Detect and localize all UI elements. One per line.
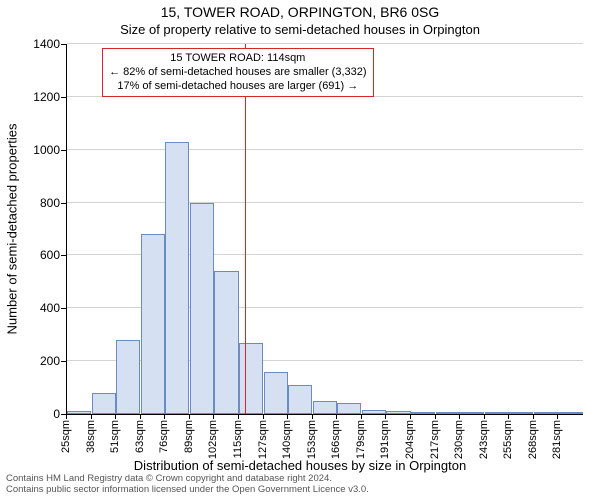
histogram-bar (214, 271, 238, 414)
histogram-bar (436, 412, 460, 414)
x-tick-label: 127sqm (257, 420, 269, 459)
x-tick-label: 230sqm (453, 420, 465, 459)
marker-line (245, 44, 246, 414)
x-tick-label: 115sqm (232, 420, 244, 458)
x-tick-mark (312, 414, 313, 419)
callout-line: ← 82% of semi-detached houses are smalle… (109, 66, 366, 80)
x-tick-label: 166sqm (330, 420, 342, 459)
gridline (67, 202, 583, 203)
gridline (67, 149, 583, 150)
chart-canvas: 15, TOWER ROAD, ORPINGTON, BR6 0SG Size … (0, 0, 600, 500)
marker-callout: 15 TOWER ROAD: 114sqm← 82% of semi-detac… (102, 48, 373, 97)
x-tick-label: 204sqm (404, 420, 416, 459)
x-tick-label: 76sqm (158, 420, 170, 453)
histogram-bar (362, 410, 386, 414)
attribution-line: Contains public sector information licen… (6, 485, 369, 496)
y-tick-mark (61, 150, 66, 151)
x-tick-mark (435, 414, 436, 419)
x-tick-mark (115, 414, 116, 419)
y-tick-mark (61, 308, 66, 309)
histogram-bar (337, 403, 361, 414)
y-tick-label: 800 (0, 196, 60, 210)
histogram-bar (190, 203, 214, 414)
callout-line: 15 TOWER ROAD: 114sqm (109, 52, 366, 66)
x-axis-label: Distribution of semi-detached houses by … (0, 458, 600, 473)
x-tick-mark (484, 414, 485, 419)
x-tick-label: 179sqm (355, 420, 367, 459)
x-tick-mark (140, 414, 141, 419)
x-tick-mark (66, 414, 67, 419)
x-tick-mark (557, 414, 558, 419)
x-tick-mark (508, 414, 509, 419)
x-tick-label: 25sqm (60, 420, 72, 453)
x-tick-mark (213, 414, 214, 419)
y-tick-mark (61, 97, 66, 98)
x-tick-label: 51sqm (109, 420, 121, 453)
histogram-bar (264, 372, 288, 414)
x-tick-label: 89sqm (183, 420, 195, 453)
histogram-bar (386, 411, 410, 414)
histogram-bar (313, 401, 337, 414)
histogram-bar (485, 412, 509, 414)
histogram-bar (116, 340, 140, 414)
x-tick-mark (164, 414, 165, 419)
x-tick-label: 255sqm (502, 420, 514, 459)
y-tick-label: 400 (0, 301, 60, 315)
histogram-bar (460, 412, 484, 414)
x-tick-mark (459, 414, 460, 419)
x-tick-label: 38sqm (85, 420, 97, 453)
chart-subtitle: Size of property relative to semi-detach… (0, 22, 600, 37)
histogram-bar (92, 393, 116, 414)
x-tick-label: 191sqm (379, 420, 391, 459)
x-tick-label: 268sqm (527, 420, 539, 459)
attribution-text: Contains HM Land Registry data © Crown c… (6, 474, 369, 496)
x-tick-mark (336, 414, 337, 419)
x-tick-label: 63sqm (134, 420, 146, 453)
gridline (67, 43, 583, 44)
x-tick-label: 102sqm (207, 420, 219, 459)
y-tick-label: 0 (0, 407, 60, 421)
y-tick-mark (61, 361, 66, 362)
y-tick-label: 600 (0, 248, 60, 262)
x-tick-mark (189, 414, 190, 419)
x-tick-label: 281sqm (551, 420, 563, 459)
x-tick-mark (263, 414, 264, 419)
histogram-bar (239, 343, 263, 414)
x-tick-mark (361, 414, 362, 419)
histogram-bar (288, 385, 312, 414)
y-tick-mark (61, 255, 66, 256)
y-tick-mark (61, 203, 66, 204)
histogram-bar (141, 234, 165, 414)
x-tick-mark (238, 414, 239, 419)
plot-area (66, 44, 583, 415)
x-tick-mark (533, 414, 534, 419)
x-tick-label: 243sqm (478, 420, 490, 459)
callout-line: 17% of semi-detached houses are larger (… (109, 80, 366, 94)
x-tick-label: 217sqm (429, 420, 441, 459)
y-tick-label: 1200 (0, 90, 60, 104)
histogram-bar (534, 412, 558, 414)
x-tick-label: 140sqm (281, 420, 293, 459)
histogram-bar (411, 412, 435, 414)
histogram-bar (558, 412, 582, 414)
x-tick-mark (287, 414, 288, 419)
y-tick-label: 1400 (0, 37, 60, 51)
y-tick-label: 200 (0, 354, 60, 368)
x-tick-mark (410, 414, 411, 419)
x-tick-mark (91, 414, 92, 419)
x-tick-label: 153sqm (306, 420, 318, 459)
histogram-bar (165, 142, 189, 414)
histogram-bar (509, 412, 533, 414)
y-tick-label: 1000 (0, 143, 60, 157)
x-tick-mark (385, 414, 386, 419)
y-tick-mark (61, 44, 66, 45)
histogram-bar (67, 411, 91, 414)
chart-title: 15, TOWER ROAD, ORPINGTON, BR6 0SG (0, 4, 600, 20)
